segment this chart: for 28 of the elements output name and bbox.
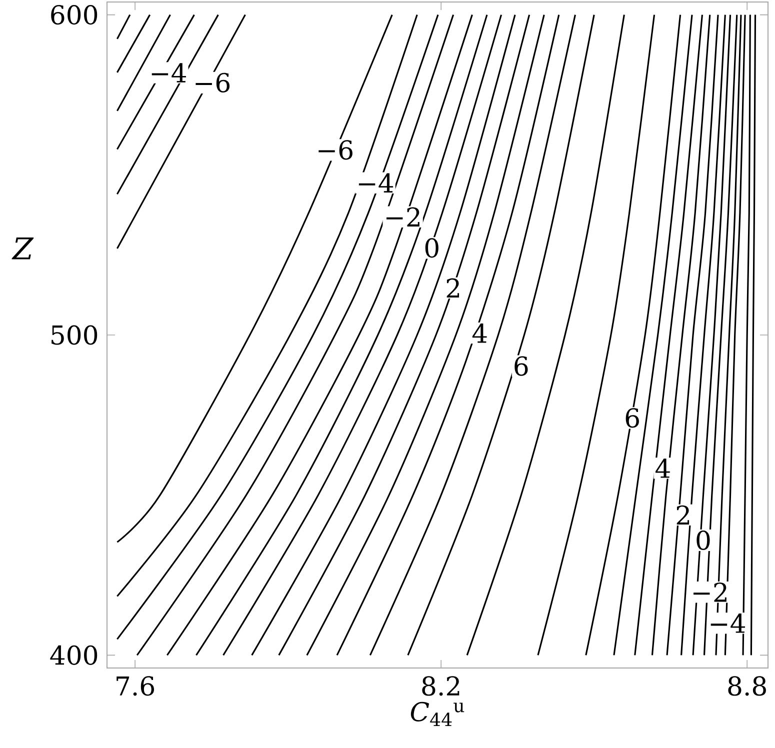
annotation: 0 — [425, 238, 438, 258]
line-series — [613, 14, 693, 656]
annotation: −4 — [152, 63, 186, 82]
annotation: 6 — [514, 356, 528, 376]
x-tick-label: 8.8 — [728, 676, 766, 696]
annotation: 6 — [626, 408, 639, 428]
annotation: −6 — [196, 72, 230, 92]
annotation: 4 — [655, 458, 670, 478]
annotation: −4 — [710, 614, 745, 633]
annotation: −2 — [386, 207, 420, 226]
y-axis-title: Z — [12, 238, 34, 260]
x-tick-label: 7.6 — [116, 676, 154, 696]
y-tick-label: 500 — [52, 325, 98, 345]
annotation: −6 — [318, 140, 352, 160]
line-series — [306, 14, 545, 656]
annotation: 4 — [472, 323, 487, 343]
x-tick-label: 8.2 — [422, 676, 460, 696]
line-series — [466, 14, 625, 656]
annotation: −4 — [358, 173, 394, 193]
line-series — [537, 14, 656, 656]
y-tick-label: 600 — [51, 4, 98, 25]
annotation: 2 — [676, 505, 690, 525]
y-tick-label: 400 — [50, 645, 98, 665]
line-series — [750, 14, 756, 656]
annotation: 0 — [696, 530, 710, 550]
annotation: 2 — [446, 278, 460, 298]
annotation: −2 — [694, 582, 726, 602]
x-axis-title: C$_{44}$u — [410, 702, 464, 726]
